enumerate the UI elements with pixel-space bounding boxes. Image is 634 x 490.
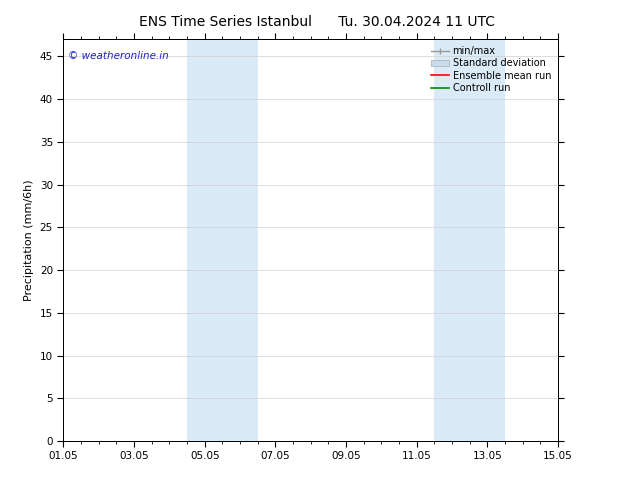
Text: ENS Time Series Istanbul      Tu. 30.04.2024 11 UTC: ENS Time Series Istanbul Tu. 30.04.2024 …: [139, 15, 495, 29]
Bar: [434, 39, 505, 441]
Text: © weatheronline.in: © weatheronline.in: [68, 51, 169, 61]
Y-axis label: Precipitation (mm/6h): Precipitation (mm/6h): [24, 179, 34, 301]
Bar: [187, 39, 257, 441]
Legend: min/max, Standard deviation, Ensemble mean run, Controll run: min/max, Standard deviation, Ensemble me…: [429, 44, 553, 95]
